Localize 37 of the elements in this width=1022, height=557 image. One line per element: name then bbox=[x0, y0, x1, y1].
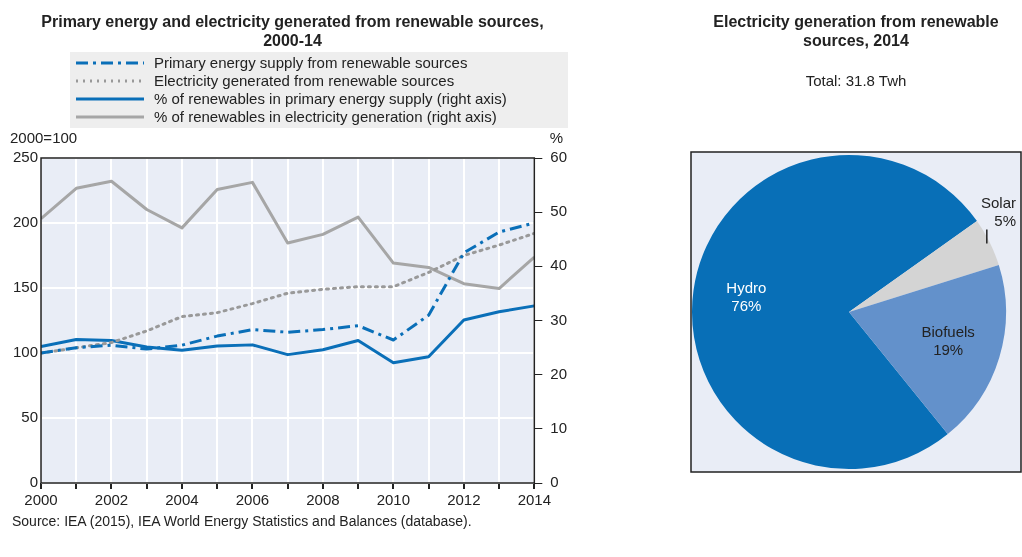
data-label: 5% bbox=[994, 211, 1016, 229]
x-tick-label: 2012 bbox=[447, 491, 481, 509]
data-label: 19% bbox=[933, 341, 964, 359]
y-tick-label: 250 bbox=[13, 148, 39, 166]
y2-tick-label: 60 bbox=[550, 148, 567, 166]
y2-tick-label: 0 bbox=[550, 473, 559, 491]
legend-label: Primary energy supply from renewable sources bbox=[154, 54, 468, 72]
x-tick-label: 2004 bbox=[165, 491, 199, 509]
y2-tick-label: 20 bbox=[550, 364, 567, 382]
y2-tick-label: 30 bbox=[550, 310, 567, 328]
y-tick-label: 100 bbox=[13, 343, 39, 361]
y2-axis-title: % bbox=[549, 128, 563, 146]
y-tick-label: 200 bbox=[13, 213, 39, 231]
source-note: Source: IEA (2015), IEA World Energy Statistics and Balances (database). bbox=[12, 513, 473, 529]
y-tick-label: 150 bbox=[13, 278, 39, 296]
chart-title: Primary energy and electricity generated from renewable sources, 2000-14 bbox=[40, 12, 545, 50]
y2-tick-label: 40 bbox=[550, 256, 567, 274]
y-tick-label: 0 bbox=[29, 473, 39, 491]
x-tick-label: 2008 bbox=[306, 491, 340, 509]
y2-tick-label: 10 bbox=[550, 418, 567, 436]
slice-label: Biofuels bbox=[921, 323, 975, 341]
y-axis-title: 2000=100 bbox=[10, 128, 78, 146]
slice-label: Hydro bbox=[726, 279, 767, 297]
y-tick-label: 50 bbox=[21, 408, 39, 426]
slice-label: Solar bbox=[980, 193, 1016, 211]
legend-label: Electricity generated from renewable sources bbox=[154, 72, 455, 90]
x-tick-label: 2014 bbox=[517, 491, 551, 509]
chart-title: Electricity generation from renewable sources, 2014 bbox=[712, 12, 1000, 50]
x-tick-label: 2002 bbox=[94, 491, 129, 509]
y2-tick-label: 50 bbox=[550, 202, 567, 220]
x-tick-label: 2000 bbox=[24, 491, 58, 509]
legend-label: % of renewables in primary energy supply (right axis) bbox=[154, 90, 507, 108]
legend-label: % of renewables in electricity generation (right axis) bbox=[154, 108, 497, 126]
chart-subtitle: Total: 31.8 Twh bbox=[804, 72, 908, 89]
x-tick-label: 2006 bbox=[235, 491, 270, 509]
data-label: 76% bbox=[731, 297, 762, 315]
x-tick-label: 2010 bbox=[376, 491, 411, 509]
